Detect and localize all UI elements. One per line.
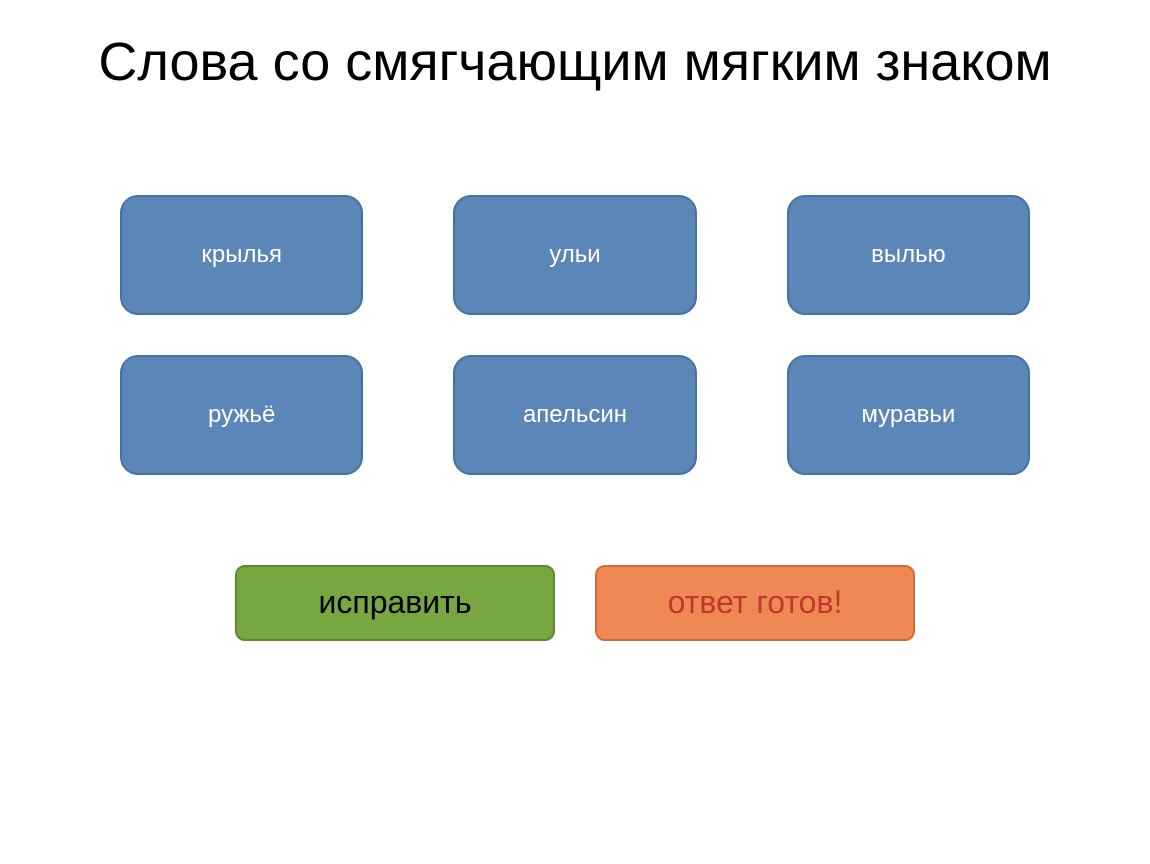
action-row: исправить ответ готов! — [80, 565, 1070, 641]
word-card[interactable]: крылья — [120, 195, 363, 315]
word-card[interactable]: муравьи — [787, 355, 1030, 475]
word-card[interactable]: ульи — [453, 195, 696, 315]
word-card[interactable]: ружьё — [120, 355, 363, 475]
word-card[interactable]: вылью — [787, 195, 1030, 315]
fix-button[interactable]: исправить — [235, 565, 555, 641]
page-title: Слова со смягчающим мягким знаком — [80, 30, 1070, 95]
ready-button[interactable]: ответ готов! — [595, 565, 915, 641]
word-card[interactable]: апельсин — [453, 355, 696, 475]
word-cards-grid: крылья ульи вылью ружьё апельсин муравьи — [80, 195, 1070, 475]
